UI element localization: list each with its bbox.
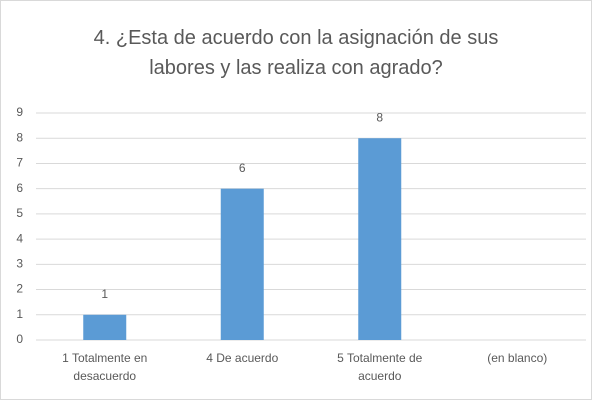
y-tick-label: 5 <box>16 206 23 220</box>
y-tick-label: 9 <box>16 105 23 119</box>
x-tick-label: 4 De acuerdo <box>206 351 279 365</box>
data-label: 6 <box>239 161 246 175</box>
bar <box>220 188 264 340</box>
x-tick-label: (en blanco) <box>487 351 548 365</box>
y-tick-label: 7 <box>16 156 23 170</box>
y-tick-label: 1 <box>16 307 23 321</box>
data-label: 8 <box>376 110 383 124</box>
bar <box>83 314 127 340</box>
y-tick-label: 6 <box>16 181 23 195</box>
bar <box>358 138 402 340</box>
x-tick-label: 5 Totalmente de acuerdo <box>337 351 423 383</box>
y-tick-label: 3 <box>16 257 23 271</box>
data-label: 1 <box>101 287 108 301</box>
y-tick-label: 8 <box>16 130 23 144</box>
y-tick-label: 2 <box>16 282 23 296</box>
y-tick-label: 4 <box>16 231 23 245</box>
x-tick-label: 1 Totalmente en desacuerdo <box>62 351 148 383</box>
y-tick-label: 0 <box>16 332 23 346</box>
chart-title: 4. ¿Esta de acuerdo con la asignación de… <box>93 27 499 79</box>
